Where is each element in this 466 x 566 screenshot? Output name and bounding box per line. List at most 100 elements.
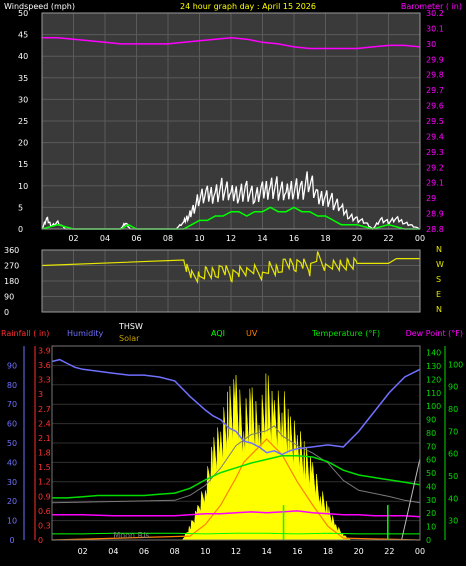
- wind-average-series-line: [41, 206, 420, 230]
- barometer-tick-label: 29.1: [426, 179, 444, 188]
- wind-tick-label: 30: [18, 95, 28, 104]
- rainfall-tick-label: 3: [38, 390, 43, 399]
- humidity-series-line: [51, 358, 421, 456]
- compass-label: S: [436, 275, 441, 284]
- humidity-tick-label: 40: [7, 458, 17, 467]
- dewpoint-series-line: [52, 510, 421, 518]
- humidity-tick-label: 60: [7, 420, 17, 429]
- wind-tick-label: 45: [18, 31, 28, 40]
- dewpoint-tick-label: 40: [448, 494, 458, 503]
- wind-x-tick-label: 16: [289, 234, 299, 243]
- barometer-tick-label: 30: [426, 40, 436, 49]
- temperature-tick-label: 50: [426, 469, 436, 478]
- temperature-tick-label: 100: [426, 402, 441, 411]
- thsw-series-line: [51, 425, 421, 504]
- wind-x-tick-label: 00: [415, 234, 425, 243]
- wind-x-tick-label: 14: [257, 234, 267, 243]
- rainfall-tick-label: 1.5: [38, 463, 51, 472]
- direction-tick-label: 180: [4, 277, 19, 286]
- wind-direction-series-line: [41, 251, 420, 285]
- dewpoint-tick-label: 60: [448, 450, 458, 459]
- temperature-series-line: [52, 455, 421, 499]
- dewpoint-tick-label: 90: [448, 383, 458, 392]
- barometer-tick-label: 29.6: [426, 102, 444, 111]
- wind-x-tick-label: 02: [68, 234, 78, 243]
- barometer-tick-label: 30.1: [426, 24, 444, 33]
- direction-plot-frame: [41, 249, 421, 313]
- wind-tick-label: 0: [18, 225, 23, 234]
- dewpoint-label: Dew Point (°F): [406, 329, 463, 338]
- humidity-label: Humidity: [67, 329, 104, 338]
- thsw-label: THSW: [118, 322, 143, 331]
- weather-plot-frame: [51, 345, 421, 541]
- temperature-tick-label: 40: [426, 482, 436, 491]
- solar-label: Solar: [119, 334, 140, 343]
- barometer-tick-label: 28.8: [426, 225, 444, 234]
- dewpoint-tick-label: 70: [448, 427, 458, 436]
- temperature-tick-label: 90: [426, 416, 436, 425]
- rainfall-tick-label: 1.8: [38, 449, 51, 458]
- rainfall-tick-label: 3.6: [38, 361, 51, 370]
- weather-x-tick-label: 16: [292, 547, 302, 556]
- wind-x-tick-label: 12: [226, 234, 236, 243]
- compass-label: E: [436, 290, 441, 299]
- humidity-tick-label: 20: [7, 497, 17, 506]
- humidity-tick-label: 90: [7, 361, 17, 370]
- wind-tick-label: 15: [18, 160, 28, 169]
- barometer-tick-label: 29: [426, 194, 436, 203]
- temperature-tick-label: 110: [426, 389, 441, 398]
- wind-tick-label: 20: [18, 139, 28, 148]
- rainfall-tick-label: 2.4: [38, 419, 51, 428]
- rainfall-tick-label: 2.1: [38, 434, 51, 443]
- weather-x-tick-label: 04: [108, 547, 118, 556]
- humidity-tick-label: 70: [7, 400, 17, 409]
- humidity-tick-label: 0: [9, 536, 14, 545]
- humidity-tick-label: 10: [7, 517, 17, 526]
- humidity-tick-label: 30: [7, 478, 17, 487]
- direction-tick-label: 90: [4, 293, 14, 302]
- weather-x-tick-label: 02: [78, 547, 88, 556]
- moon-rise-label: Moon Ris: [113, 531, 149, 540]
- temperature-tick-label: 60: [426, 456, 436, 465]
- wind-x-tick-label: 18: [320, 234, 330, 243]
- wind-x-tick-label: 22: [383, 234, 393, 243]
- temperature-tick-label: 120: [426, 375, 441, 384]
- dewpoint-tick-label: 50: [448, 472, 458, 481]
- wind-plot-frame: [41, 12, 421, 230]
- temperature-tick-label: 20: [426, 509, 436, 518]
- rainfall-tick-label: 3.3: [38, 376, 51, 385]
- barometer-axis-label: Barometer ( in): [401, 2, 462, 11]
- wind-x-tick-label: 06: [131, 234, 141, 243]
- wind-tick-label: 50: [18, 9, 28, 18]
- rainfall-tick-label: 1.2: [38, 478, 51, 487]
- wind-tick-label: 5: [18, 203, 23, 212]
- wind-axis-label: Windspeed (mph): [4, 2, 75, 11]
- rainfall-label: Rainfall ( in): [1, 329, 49, 338]
- uv-series-line: [51, 438, 421, 541]
- temperature-tick-label: 0: [426, 536, 431, 545]
- direction-tick-label: 270: [4, 262, 19, 271]
- temperature-tick-label: 30: [426, 496, 436, 505]
- wind-x-tick-label: 08: [163, 234, 173, 243]
- temperature-tick-label: 130: [426, 362, 441, 371]
- compass-label: N: [436, 305, 442, 314]
- weather-x-tick-label: 20: [354, 547, 364, 556]
- barometer-tick-label: 28.9: [426, 210, 444, 219]
- weather-x-tick-label: 10: [200, 547, 210, 556]
- temperature-tick-label: 80: [426, 429, 436, 438]
- temperature-label: Temperature (°F): [311, 329, 380, 338]
- barometer-tick-label: 29.3: [426, 148, 444, 157]
- barometer-tick-label: 29.7: [426, 86, 444, 95]
- rainfall-tick-label: 0.3: [38, 521, 51, 530]
- chart-title: 24 hour graph day : April 15 2026: [180, 2, 316, 11]
- temperature-tick-label: 10: [426, 523, 436, 532]
- dewpoint-tick-label: 80: [448, 405, 458, 414]
- rainfall-tick-label: 0.9: [38, 492, 51, 501]
- compass-label: W: [436, 260, 444, 269]
- barometer-tick-label: 29.2: [426, 163, 444, 172]
- rainfall-tick-label: 0: [38, 536, 43, 545]
- weather-x-tick-label: 00: [415, 547, 425, 556]
